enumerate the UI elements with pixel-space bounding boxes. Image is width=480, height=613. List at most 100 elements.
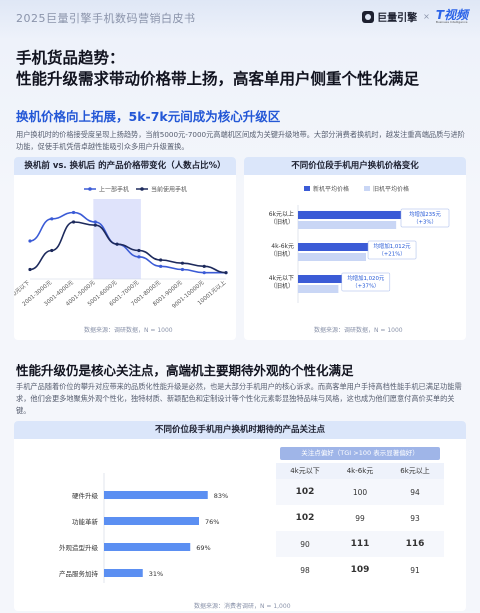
focus-label-1: 功能革新 [72, 517, 99, 526]
tgi-cell-1-0: 102 [295, 513, 315, 523]
section2-text: 手机产品随着价位的攀升对应带来的品质化性能升级是必然，也是大部分手机用户的核心诉… [16, 382, 462, 415]
price-band-line-chart: 上一部手机 当前使用手机2000元以下2001-3000元3001-4000元40… [14, 186, 228, 310]
category-label-2-0: 4k元以下 [269, 275, 294, 282]
section2-title: 性能升级仍是核心关注点，高端机主要期待外观的个性化满足 [16, 363, 354, 378]
focus-bar-1 [104, 517, 199, 525]
legend-label-1: 当前使用手机 [151, 186, 187, 194]
section1-text: 用户换机时的价格接受度呈现上扬趋势，当前5000元-7000元高端机区间成为关键… [16, 130, 465, 151]
highlight-band [93, 199, 141, 279]
legend-swatch-1 [364, 186, 370, 191]
bar-1-0 [298, 243, 381, 251]
focus-value-0: 83% [214, 492, 228, 500]
line-series-0 [29, 211, 226, 274]
tgi-cell-0-2: 94 [410, 487, 420, 497]
page-title-line1: 手机货品趋势： [16, 49, 125, 67]
table-row: 90 111 116 [276, 531, 444, 557]
bar-0-1 [298, 221, 397, 229]
point-s0-8 [202, 271, 206, 275]
price-band-chart-title: 换机前 vs. 换机后 的产品价格带变化（人数占比%） [14, 157, 236, 175]
annotation-box-2 [341, 272, 391, 292]
category-label-0-1: （旧机） [270, 218, 294, 226]
bar-0-0 [298, 211, 413, 219]
page-title: 手机货品趋势： 性能升级需求带动价格带上扬，高客单用户侧重个性化满足 [16, 48, 419, 90]
ocean-engine-name: 巨量引擎 [377, 13, 418, 24]
partner-logo-sub: Business Intelligence [435, 20, 468, 24]
legend-label-0: 上一部手机 [99, 186, 129, 194]
tgi-cell-2-1: 111 [350, 539, 370, 549]
brand-logos: 巨量引擎 × T视频 Business Intelligence [362, 9, 468, 24]
focus-value-3: 31% [149, 570, 163, 578]
legend-marker-0 [88, 187, 92, 191]
focus-label-3: 产品服务加持 [59, 569, 99, 578]
annotation-text-1-0: 均增加1,012元 [374, 242, 412, 250]
tgi-table: 4k元以下 4k-6k元 6k元以上 102 100 94 102 99 93 90 111 116 9… [276, 463, 444, 583]
tgi-cell-1-1: 99 [355, 513, 365, 523]
tgi-cell-1-2: 93 [410, 513, 420, 523]
point-s1-6 [159, 258, 163, 262]
price-band-chart-card: 换机前 vs. 换机后 的产品价格带变化（人数占比%） 上一部手机 当前使用手机 2… [14, 157, 236, 340]
table-row: 102 99 93 [276, 505, 444, 531]
focus-bar-3 [104, 569, 143, 577]
switch-price-chart-card: 不同价位段手机用户换机价格变化 新机平均价格 旧机平均价格 6k元以上 （旧机） 均增加… [244, 157, 466, 340]
annotation-text-0-1: （+3%） [413, 219, 437, 226]
tgi-cell-2-0: 90 [300, 539, 310, 549]
tgi-column-header-0: 4k元以下 [276, 463, 334, 479]
ocean-engine-icon [362, 10, 375, 23]
focus-label-2: 外观造型升级 [59, 543, 99, 552]
page-title-line2: 性能升级需求带动价格带上扬，高客单用户侧重个性化满足 [16, 70, 420, 88]
annotation-text-0-0: 均增加235元 [409, 210, 441, 218]
focus-bar-2 [104, 543, 191, 551]
category-label-0-0: 6k元以上 [269, 210, 294, 218]
line-series-1 [29, 221, 227, 274]
tgi-cell-0-1: 100 [352, 487, 368, 497]
category-label-1-0: 4k-6k元 [271, 243, 294, 250]
header-bar: 2025巨量引擎手机数码营销白皮书 巨量引擎 × T视频 Business In… [0, 0, 480, 34]
brand-separator: × [423, 12, 430, 21]
report-title: 2025巨量引擎手机数码营销白皮书 [16, 12, 196, 25]
legend-label-0: 新机平均价格 [313, 185, 349, 193]
tgi-cell-3-2: 91 [410, 565, 420, 575]
annotation-text-2-1: （+37%） [352, 283, 379, 290]
bar-2-1 [298, 285, 339, 293]
point-s1-1 [50, 248, 54, 253]
tgi-table-header: 关注点偏好（TGI >100 表示显著偏好） [280, 447, 440, 460]
focus-point-card: 不同价位段手机用户换机时期待的产品关注点 硬件升级 83% 功能革新 76% 外观造型升… [14, 421, 466, 611]
point-s0-6 [159, 264, 163, 268]
legend-marker-1 [140, 187, 144, 191]
category-label-1-1: （旧机） [270, 250, 294, 258]
tgi-cell-2-2: 116 [405, 539, 425, 549]
annotation-box-1 [367, 240, 417, 260]
point-s1-9 [224, 271, 228, 275]
category-label-2-1: （旧机） [270, 282, 294, 290]
annotation-text-1-1: （+21%） [378, 251, 405, 258]
focus-point-source: 数据来源：消费者调研，N = 1,000 [194, 603, 291, 610]
point-s1-8 [202, 264, 206, 268]
point-s1-2 [71, 220, 76, 224]
bar-1-1 [298, 253, 367, 261]
point-s0-3 [93, 220, 97, 224]
point-s1-4 [115, 242, 119, 246]
switch-price-chart-title: 不同价位段手机用户换机价格变化 [244, 157, 466, 175]
tgi-cell-3-0: 98 [300, 565, 310, 575]
point-s0-2 [71, 210, 76, 215]
tgi-cell-3-1: 109 [350, 565, 370, 575]
point-s0-1 [50, 217, 54, 221]
section1-title: 换机价格向上拓展，5k-7k元间成为核心升级区 [16, 109, 281, 124]
table-row: 102 100 94 [276, 479, 444, 505]
annotation-box-0 [400, 208, 450, 228]
tgi-column-header-1: 4k-6k元 [333, 463, 387, 479]
table-row: 98 109 91 [276, 557, 444, 583]
point-s0-7 [180, 267, 185, 272]
point-s1-7 [180, 261, 185, 265]
legend-label-1: 旧机平均价格 [373, 185, 409, 193]
focus-bar-0 [104, 491, 208, 499]
tgi-table-header-row: 4k元以下 4k-6k元 6k元以上 [276, 463, 444, 479]
tgi-cell-0-0: 102 [295, 487, 315, 497]
switch-price-chart-source: 数据来源：调研数据，N = 1000 [314, 327, 403, 334]
focus-label-0: 硬件升级 [72, 491, 99, 500]
annotation-text-2-0: 均增加1,020元 [347, 274, 385, 282]
switch-price-bar-chart: 新机平均价格 旧机平均价格6k元以上（旧机）均增加235元（+3%）4k-6k元（… [269, 185, 450, 303]
point-s1-5 [137, 248, 141, 253]
partner-logo-name: T视频 [435, 8, 468, 22]
legend-swatch-0 [304, 186, 310, 191]
